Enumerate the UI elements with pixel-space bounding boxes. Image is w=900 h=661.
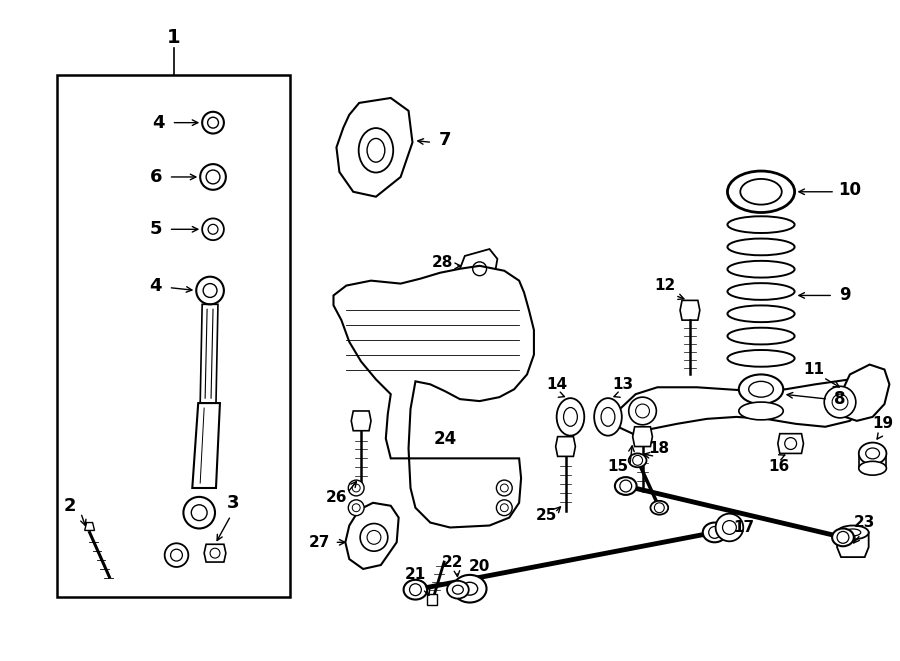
Ellipse shape: [727, 283, 795, 300]
Ellipse shape: [629, 453, 646, 467]
Text: 23: 23: [854, 515, 876, 530]
Polygon shape: [428, 594, 437, 605]
Text: 6: 6: [149, 168, 162, 186]
Text: 8: 8: [834, 390, 846, 408]
Ellipse shape: [615, 477, 636, 495]
Circle shape: [716, 514, 743, 541]
Polygon shape: [460, 249, 498, 286]
Text: 17: 17: [734, 520, 755, 535]
Ellipse shape: [727, 171, 795, 212]
Ellipse shape: [403, 580, 427, 600]
Polygon shape: [633, 427, 652, 447]
Ellipse shape: [837, 525, 868, 539]
Text: 4: 4: [152, 114, 165, 132]
Text: 5: 5: [149, 220, 162, 239]
Text: 7: 7: [439, 132, 451, 149]
Text: 15: 15: [608, 459, 628, 474]
Text: 3: 3: [227, 494, 239, 512]
Ellipse shape: [563, 408, 578, 426]
Circle shape: [824, 386, 856, 418]
Polygon shape: [193, 403, 220, 488]
Ellipse shape: [727, 305, 795, 322]
Text: 10: 10: [839, 181, 861, 199]
Circle shape: [184, 497, 215, 529]
Text: 25: 25: [536, 508, 557, 523]
Ellipse shape: [727, 328, 795, 344]
Text: 28: 28: [431, 255, 453, 270]
Polygon shape: [840, 365, 889, 421]
Ellipse shape: [556, 398, 584, 436]
Text: 19: 19: [872, 416, 893, 432]
Text: 20: 20: [469, 559, 491, 574]
Polygon shape: [334, 266, 534, 527]
Ellipse shape: [594, 398, 622, 436]
Polygon shape: [346, 503, 399, 569]
Ellipse shape: [447, 581, 469, 599]
Circle shape: [629, 397, 656, 425]
Text: 27: 27: [309, 535, 330, 550]
Polygon shape: [85, 523, 94, 530]
Text: 21: 21: [405, 567, 426, 582]
Text: 18: 18: [649, 441, 670, 456]
Text: 4: 4: [149, 276, 162, 295]
Text: 14: 14: [546, 377, 567, 392]
Ellipse shape: [832, 529, 854, 546]
Ellipse shape: [727, 239, 795, 255]
Ellipse shape: [859, 461, 886, 475]
Ellipse shape: [749, 381, 773, 397]
Ellipse shape: [866, 448, 879, 459]
Text: 16: 16: [769, 459, 789, 474]
Ellipse shape: [462, 582, 478, 595]
Ellipse shape: [453, 585, 464, 594]
Circle shape: [348, 500, 364, 516]
Ellipse shape: [651, 501, 668, 515]
Ellipse shape: [845, 529, 860, 536]
Ellipse shape: [453, 575, 487, 603]
Ellipse shape: [741, 179, 782, 205]
Text: 1: 1: [166, 28, 180, 47]
Ellipse shape: [859, 443, 886, 464]
Text: 11: 11: [803, 362, 824, 377]
Polygon shape: [778, 434, 804, 453]
Text: 2: 2: [64, 497, 76, 515]
Ellipse shape: [727, 261, 795, 278]
Polygon shape: [555, 437, 575, 456]
Circle shape: [497, 500, 512, 516]
Ellipse shape: [739, 402, 783, 420]
Bar: [57, 75, 290, 597]
Circle shape: [348, 480, 364, 496]
Ellipse shape: [727, 216, 795, 233]
Polygon shape: [616, 379, 865, 434]
Polygon shape: [351, 411, 371, 431]
Ellipse shape: [739, 374, 783, 404]
Circle shape: [360, 524, 388, 551]
Text: 9: 9: [839, 286, 850, 305]
Text: 26: 26: [326, 490, 347, 506]
Text: 24: 24: [434, 430, 456, 447]
Text: 13: 13: [612, 377, 634, 392]
Polygon shape: [204, 544, 226, 562]
Polygon shape: [200, 304, 218, 403]
Polygon shape: [680, 300, 700, 320]
Circle shape: [497, 480, 512, 496]
Text: 12: 12: [654, 278, 676, 293]
Ellipse shape: [727, 350, 795, 367]
Polygon shape: [337, 98, 412, 197]
Circle shape: [165, 543, 188, 567]
Ellipse shape: [703, 523, 726, 542]
Ellipse shape: [601, 408, 615, 426]
Text: 22: 22: [442, 555, 464, 570]
Polygon shape: [837, 532, 868, 557]
